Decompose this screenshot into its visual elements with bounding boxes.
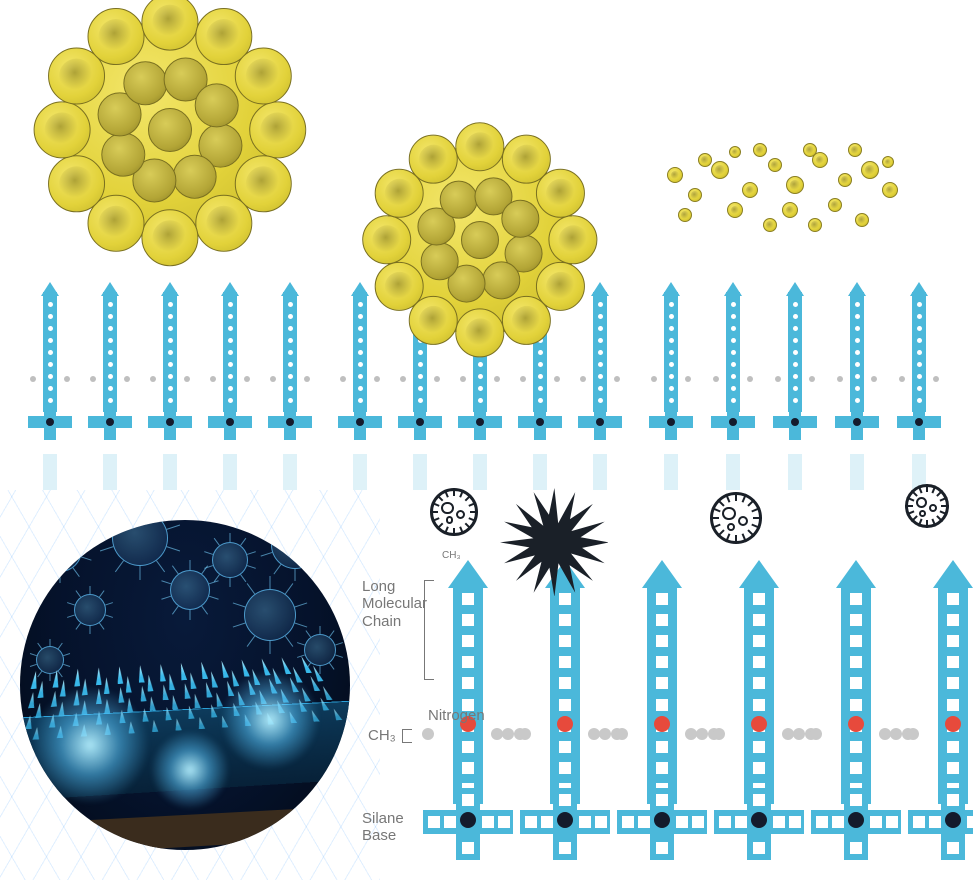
spike bbox=[36, 270, 64, 440]
virus-fragment bbox=[667, 167, 683, 183]
virus-particle bbox=[385, 145, 575, 335]
virus-fragment bbox=[828, 198, 842, 212]
virus-fragment bbox=[848, 143, 862, 157]
virus-fragment bbox=[803, 143, 817, 157]
label-long-chain: Long Molecular Chain bbox=[362, 578, 427, 630]
virus-fragment bbox=[763, 218, 777, 232]
spike bbox=[843, 270, 871, 440]
label-silane: Silane Base bbox=[362, 810, 404, 845]
virus-fragment bbox=[786, 176, 804, 194]
spike-array bbox=[20, 270, 320, 440]
microbe-icon bbox=[430, 488, 478, 536]
panel-virus-above bbox=[20, 0, 320, 460]
spike bbox=[346, 270, 374, 440]
virus-fragment bbox=[698, 153, 712, 167]
panel-virus-touching bbox=[330, 0, 630, 460]
virus-fragment bbox=[882, 182, 898, 198]
virus-fragment bbox=[742, 182, 758, 198]
virus-fragment bbox=[861, 161, 879, 179]
spike bbox=[96, 270, 124, 440]
virus-fragment bbox=[729, 146, 741, 158]
virus-fragment bbox=[782, 202, 798, 218]
virus-fragment bbox=[808, 218, 822, 232]
spike bbox=[156, 270, 184, 440]
virus-fragment bbox=[855, 213, 869, 227]
spike-array bbox=[640, 270, 950, 440]
virus-fragment bbox=[727, 202, 743, 218]
virus-fragment bbox=[838, 173, 852, 187]
panel-labeled-diagram: Long Molecular ChainNitrogenCH₃CH₃Silane… bbox=[370, 490, 970, 870]
virus-fragment bbox=[753, 143, 767, 157]
virus-fragment bbox=[882, 156, 894, 168]
microbe-icon bbox=[710, 492, 762, 544]
panel-virus-fragments bbox=[640, 0, 950, 460]
virus-fragment bbox=[678, 208, 692, 222]
microbe-burst-icon bbox=[500, 488, 609, 597]
spike bbox=[905, 270, 933, 440]
label-ch3: CH₃ bbox=[368, 727, 396, 744]
spike bbox=[276, 270, 304, 440]
spike bbox=[781, 270, 809, 440]
virus-fragment bbox=[688, 188, 702, 202]
virus-fragment bbox=[768, 158, 782, 172]
panel-3d-render bbox=[10, 510, 360, 860]
spike bbox=[657, 270, 685, 440]
microbe-icon bbox=[905, 484, 949, 528]
spike bbox=[216, 270, 244, 440]
labeled-spike bbox=[634, 540, 690, 860]
spike bbox=[586, 270, 614, 440]
label-nitrogen: Nitrogen bbox=[428, 707, 485, 724]
render-circle bbox=[20, 520, 350, 850]
labeled-spike bbox=[828, 540, 884, 860]
label-ch3-top: CH₃ bbox=[442, 550, 461, 562]
spike bbox=[719, 270, 747, 440]
virus-particle bbox=[60, 20, 280, 240]
virus-fragment bbox=[711, 161, 729, 179]
labeled-spike bbox=[440, 540, 496, 860]
labeled-spike bbox=[731, 540, 787, 860]
labeled-spike bbox=[925, 540, 973, 860]
